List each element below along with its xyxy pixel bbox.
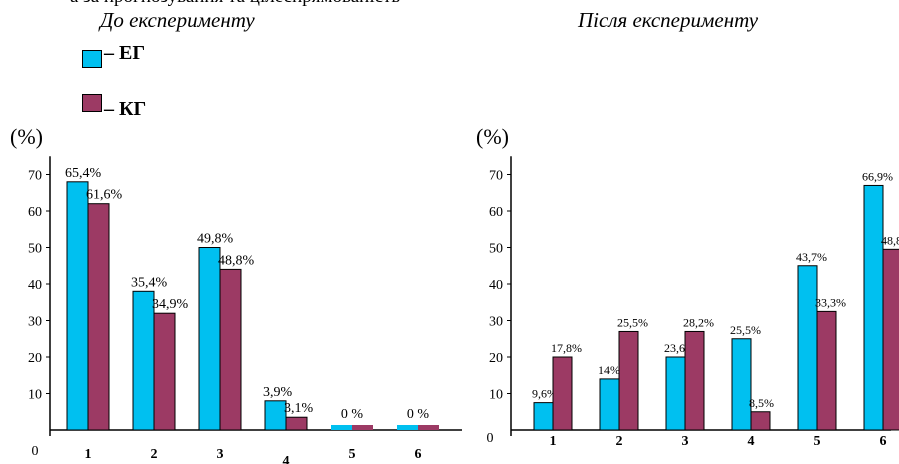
y-tick-label-before-50: 50	[28, 242, 42, 257]
data-label-after-eg-2: 14%	[598, 363, 620, 377]
y-tick-label-after-30: 30	[489, 315, 503, 330]
legend-label-kg: – КГ	[104, 98, 147, 120]
y-tick-label-before-20: 20	[28, 351, 42, 366]
bar-before-kg-1	[87, 203, 110, 431]
bar-before-eg-4	[264, 400, 287, 431]
y-tick-label-after-50: 50	[489, 242, 503, 257]
x-category-label-before-5: 5	[349, 447, 356, 462]
y-tick-label-before-40: 40	[28, 278, 42, 293]
data-label-before-kg-3: 48,8%	[218, 253, 255, 268]
x-category-label-after-5: 5	[814, 434, 821, 449]
y-tick-label-after-0: 0	[487, 431, 494, 446]
bar-after-eg-2	[599, 378, 620, 431]
x-category-label-before-3: 3	[217, 447, 224, 462]
data-label-before-eg-3: 49,8%	[197, 232, 234, 247]
data-label-before-kg-2: 34,9%	[152, 297, 189, 312]
x-category-label-after-3: 3	[682, 434, 689, 449]
bar-after-eg-3	[665, 356, 686, 431]
bar-after-eg-4	[731, 338, 752, 431]
y-tick-label-after-70: 70	[489, 169, 503, 184]
data-label-after-kg-3: 28,2%	[683, 315, 714, 329]
data-label-after-kg-2: 25,5%	[617, 315, 648, 329]
data-label-before-eg-6: 0 %	[407, 407, 430, 422]
bar-before-kg-5	[352, 425, 373, 430]
y-tick-label-before-60: 60	[28, 205, 42, 220]
data-label-after-kg-4: 8,5%	[749, 396, 774, 410]
legend-label-eg: – ЕГ	[104, 42, 146, 64]
bar-before-eg-3	[198, 247, 221, 431]
data-label-before-eg-2: 35,4%	[131, 275, 168, 290]
data-label-after-eg-4: 25,5%	[730, 323, 761, 337]
bar-before-eg-2	[132, 290, 155, 431]
x-category-label-after-2: 2	[616, 434, 623, 449]
x-category-label-before-6: 6	[415, 447, 422, 462]
data-label-after-eg-6: 66,9%	[862, 169, 893, 183]
data-label-after-kg-5: 33,3%	[815, 295, 846, 309]
bar-before-kg-2	[153, 312, 176, 431]
bar-after-kg-4	[750, 411, 771, 431]
data-label-after-kg-6: 48,8%	[881, 233, 899, 247]
bar-before-eg-1	[66, 181, 89, 431]
bar-after-kg-1	[552, 356, 573, 431]
y-axis-unit-before: (%)	[10, 124, 43, 149]
bar-after-kg-2	[618, 330, 639, 431]
y-tick-label-after-60: 60	[489, 205, 503, 220]
data-label-after-eg-5: 43,7%	[796, 250, 827, 264]
bar-after-kg-5	[816, 310, 837, 431]
bar-before-kg-6	[418, 425, 439, 430]
data-label-before-kg-1: 61,6%	[86, 188, 123, 203]
bar-before-kg-4	[285, 416, 308, 431]
bar-before-eg-6	[397, 425, 418, 430]
bar-after-eg-5	[797, 265, 818, 431]
data-label-after-kg-1: 17,8%	[551, 341, 582, 355]
y-tick-label-after-10: 10	[489, 388, 503, 403]
bar-after-kg-3	[684, 330, 705, 431]
x-category-label-before-2: 2	[151, 447, 158, 462]
cropped-header-text: а за прогнозування та цілеспрямованість	[70, 0, 400, 8]
x-category-label-before-1: 1	[85, 447, 92, 462]
data-label-before-eg-1: 65,4%	[65, 166, 102, 181]
y-tick-label-before-0: 0	[32, 444, 39, 459]
y-axis-unit-after: (%)	[476, 124, 509, 149]
bar-before-kg-3	[219, 268, 242, 431]
x-category-label-after-6: 6	[880, 434, 887, 449]
legend-swatch-eg	[82, 50, 102, 68]
y-tick-label-before-70: 70	[28, 169, 42, 184]
bar-before-eg-5	[331, 425, 352, 430]
legend-swatch-kg	[82, 94, 102, 112]
bar-after-eg-1	[533, 402, 554, 431]
bar-after-eg-6	[863, 184, 884, 431]
y-tick-label-after-40: 40	[489, 278, 503, 293]
y-tick-label-after-20: 20	[489, 351, 503, 366]
x-category-label-after-1: 1	[550, 434, 557, 449]
bar-after-kg-6	[882, 248, 899, 431]
chart-title-after: Після експерименту	[578, 8, 759, 32]
data-label-before-eg-5: 0 %	[341, 407, 364, 422]
y-tick-label-before-30: 30	[28, 315, 42, 330]
y-tick-label-before-10: 10	[28, 388, 42, 403]
x-category-label-before-4: 4	[283, 454, 290, 464]
data-label-after-eg-1: 9,6%	[532, 387, 557, 401]
x-category-label-after-4: 4	[748, 434, 755, 449]
data-label-before-kg-4: 3,1%	[284, 401, 314, 416]
chart-title-before: До експерименту	[100, 8, 255, 32]
data-label-before-eg-4: 3,9%	[263, 385, 293, 400]
